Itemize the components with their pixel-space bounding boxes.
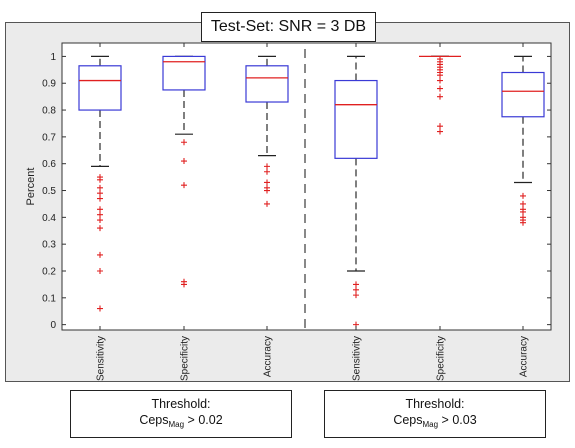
box <box>501 71 545 118</box>
outlier-marker <box>97 195 103 202</box>
threshold-box-1: Threshold: CepsMag > 0.02 <box>70 390 292 438</box>
threshold-value-1: CepsMag > 0.02 <box>139 412 223 429</box>
threshold-box-2: Threshold: CepsMag > 0.03 <box>324 390 546 438</box>
outlier-marker <box>520 208 526 215</box>
y-tick-label: 0 <box>50 320 56 331</box>
outlier-marker <box>264 200 270 207</box>
x-tick-label: Specificity <box>180 336 191 381</box>
y-tick-label: 0.3 <box>42 240 56 251</box>
x-tick-label: Sensitivity <box>352 336 363 381</box>
outlier-marker <box>97 190 103 197</box>
outlier-marker <box>437 77 443 84</box>
outlier-marker <box>264 187 270 194</box>
threshold-value-2: CepsMag > 0.03 <box>393 412 477 429</box>
y-tick-label: 0.4 <box>42 213 56 224</box>
outlier-marker <box>520 192 526 199</box>
outlier-marker <box>97 267 103 274</box>
outlier-marker <box>437 85 443 92</box>
outlier-marker <box>520 200 526 207</box>
outlier-marker <box>353 292 359 299</box>
outlier-marker <box>437 123 443 130</box>
box <box>78 65 122 111</box>
outlier-marker <box>97 206 103 213</box>
outlier-marker <box>181 139 187 146</box>
outlier-marker <box>97 217 103 224</box>
outlier-marker <box>264 168 270 175</box>
outlier-marker <box>520 219 526 226</box>
y-tick-label: 0.7 <box>42 132 56 143</box>
outlier-marker <box>97 176 103 183</box>
outlier-marker <box>437 128 443 135</box>
outlier-marker <box>264 179 270 186</box>
y-tick-label: 0.8 <box>42 106 56 117</box>
outlier-marker <box>437 93 443 100</box>
outlier-marker <box>181 158 187 165</box>
outlier-marker <box>437 72 443 79</box>
x-tick-label: Sensitivity <box>96 336 107 381</box>
outlier-marker <box>97 305 103 312</box>
threshold-label-1: Threshold: <box>151 396 211 411</box>
y-tick-label: 0.2 <box>42 266 56 277</box>
chart-title-text: Test-Set: SNR = 3 DB <box>210 18 367 35</box>
y-tick-label: 0.5 <box>42 186 56 197</box>
x-tick-label: Accuracy <box>263 336 274 377</box>
y-tick-label: 0.6 <box>42 159 56 170</box>
box <box>162 55 206 91</box>
outlier-marker <box>353 281 359 288</box>
outlier-marker <box>97 251 103 258</box>
outlier-marker <box>97 225 103 232</box>
box <box>334 79 378 159</box>
outlier-marker <box>97 211 103 218</box>
outlier-marker <box>181 182 187 189</box>
y-tick-label: 0.1 <box>42 293 56 304</box>
chart-title: Test-Set: SNR = 3 DB <box>201 12 376 42</box>
outlier-marker <box>97 184 103 191</box>
y-axis-label: Percent <box>25 168 37 206</box>
y-tick-label: 1 <box>50 52 56 63</box>
outlier-marker <box>264 163 270 170</box>
x-tick-label: Specificity <box>436 336 447 381</box>
outlier-marker <box>353 286 359 293</box>
box <box>245 65 289 103</box>
outlier-marker <box>181 281 187 288</box>
x-tick-label: Accuracy <box>519 336 530 377</box>
y-tick-label: 0.9 <box>42 79 56 90</box>
plot-area <box>61 42 552 331</box>
threshold-label-2: Threshold: <box>405 396 465 411</box>
